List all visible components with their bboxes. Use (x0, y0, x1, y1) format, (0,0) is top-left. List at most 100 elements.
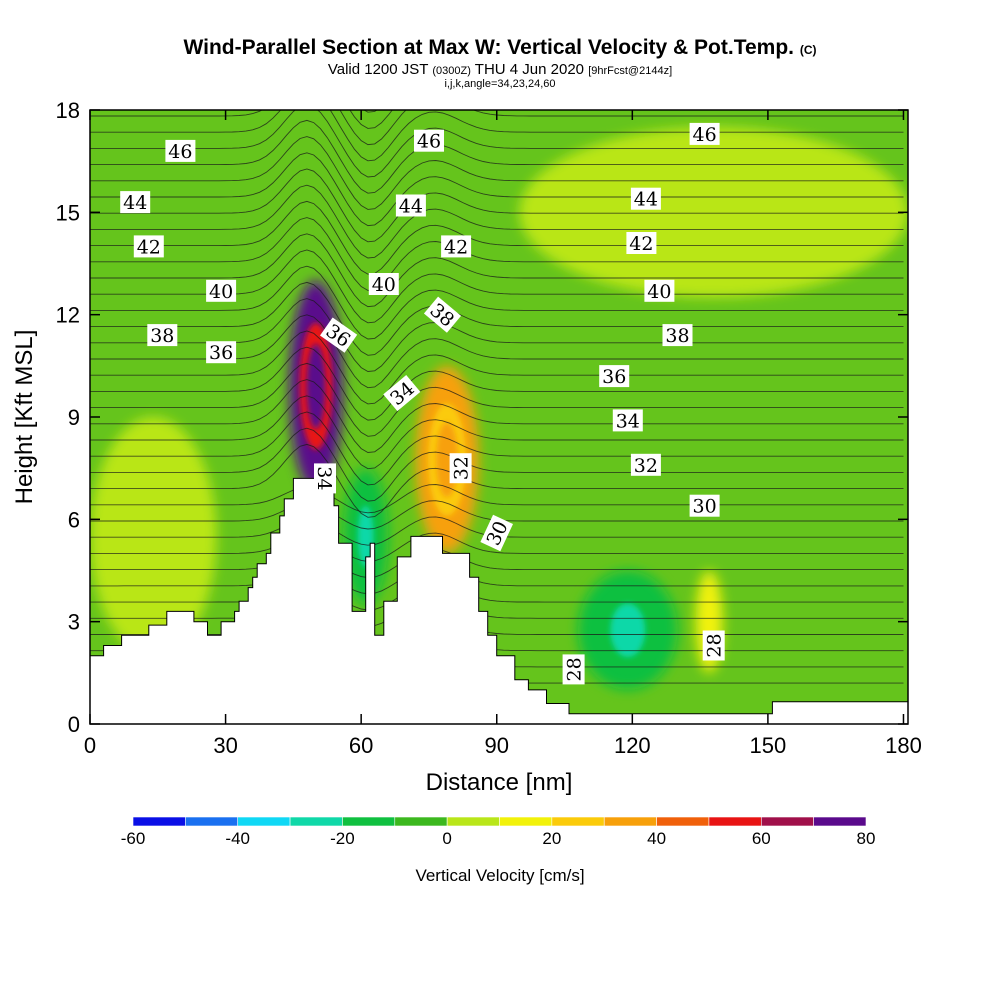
contour-label-text: 34 (313, 466, 335, 490)
colorbar-swatch (446, 816, 500, 827)
contour-label-text: 46 (417, 131, 441, 153)
contour-label-box (206, 341, 237, 364)
contour-label-44: 44 (630, 187, 661, 211)
theta-line (363, 110, 378, 113)
contour-label-box (630, 453, 661, 476)
colorbar-swatch (760, 816, 814, 827)
contour-label-text: 46 (168, 141, 192, 163)
theta-line (90, 184, 904, 259)
contour-label-box (383, 375, 421, 412)
x-tick-label: 120 (614, 733, 651, 758)
contour-label-text: 44 (399, 196, 423, 218)
contour-label-42: 42 (441, 235, 472, 258)
colorbar-label: 0 (442, 829, 451, 848)
colorbar-swatch (289, 816, 343, 827)
contour-label-text: 34 (616, 410, 640, 432)
contour-label-32: 32 (630, 453, 661, 477)
colorbar-swatch (237, 816, 291, 827)
y-tick-label: 3 (68, 610, 80, 635)
contour-label-34: 34 (313, 463, 336, 494)
field-valley-downdraft-core (610, 603, 646, 658)
contour-label-box (395, 194, 426, 217)
theta-line (90, 443, 904, 518)
contour-label-text: 36 (209, 342, 233, 364)
contour-label-box (165, 139, 196, 162)
contour-label-40: 40 (644, 279, 675, 303)
contour-label-box (133, 235, 164, 258)
colorbar-label: -60 (121, 829, 146, 848)
theta-line (90, 217, 904, 291)
contour-label-box (320, 317, 358, 353)
valid-utc: (0300Z) (432, 65, 471, 77)
x-tick-label: 0 (84, 733, 96, 758)
contour-label-box (702, 630, 725, 661)
contour-label-46: 46 (689, 122, 720, 146)
contour-label-38: 38 (147, 324, 178, 347)
colorbar-swatch (708, 816, 762, 827)
colorbar-swatch (342, 816, 396, 827)
contour-label-box (662, 324, 693, 347)
theta-line (90, 23, 904, 96)
contour-label-box (314, 463, 336, 494)
theta-line (90, 200, 904, 275)
title-mark: (C) (799, 43, 817, 57)
theta-line (90, 110, 904, 162)
contour-label-28: 28 (702, 630, 726, 661)
contour-label-text: 40 (209, 281, 233, 303)
contour-label-box (441, 235, 472, 258)
theta-line (90, 330, 904, 405)
theta-line (90, 395, 904, 470)
contour-label-text: 40 (647, 281, 671, 303)
y-tick-label: 9 (68, 405, 80, 430)
contour-label-box (449, 453, 472, 484)
contour-label-text: 32 (634, 455, 658, 477)
title-main: Wind-Parallel Section at Max W: Vertical… (183, 36, 794, 59)
theta-line (90, 411, 904, 486)
contour-label-text: 36 (602, 366, 626, 388)
field-left-lower-yellow (90, 417, 217, 656)
theta-line (90, 346, 904, 421)
y-tick-label: 15 (56, 200, 80, 225)
theta-line (90, 484, 904, 514)
contour-label-box (414, 129, 444, 152)
contour-label-40: 40 (206, 279, 237, 303)
x-tick-label: 90 (484, 733, 508, 758)
contour-label-box (480, 514, 514, 552)
contour-label-28: 28 (562, 654, 586, 685)
contour-label-30: 30 (689, 494, 720, 518)
colorbar-title: Vertical Velocity [cm/s] (415, 866, 584, 885)
contour-label-box (562, 654, 585, 685)
contour-label-box (120, 191, 151, 214)
terrain-mask (89, 477, 909, 725)
colorbar-swatch (132, 816, 186, 827)
contour-label-box (689, 122, 720, 145)
theta-line (90, 565, 904, 595)
theta-line (90, 581, 904, 611)
contour-label-text: 32 (451, 456, 473, 480)
contour-label-box (147, 324, 178, 347)
contour-label-box (599, 365, 630, 388)
y-tick-label: 18 (56, 98, 80, 123)
contour-label-box (689, 494, 720, 517)
colorbar-swatch (603, 816, 657, 827)
x-tick-label: 150 (750, 733, 787, 758)
colorbar-swatch (185, 816, 239, 827)
contour-label-36: 36 (599, 365, 630, 388)
colorbar-label: 60 (752, 829, 771, 848)
theta-line (90, 427, 904, 502)
chart-subtitle: Valid 1200 JST (0300Z) THU 4 Jun 2020 [9… (0, 62, 1000, 79)
field-upper-yellow-band (519, 127, 908, 298)
colorbar: -60 -40 -20 0 20 40 60 80 (121, 816, 875, 848)
contour-label-42: 42 (626, 232, 657, 255)
contour-label-38: 38 (662, 324, 693, 347)
contour-label-text: 44 (123, 192, 147, 214)
contour-label-44: 44 (395, 194, 426, 218)
theta-line (90, 152, 904, 227)
contour-label-46: 46 (165, 139, 196, 163)
theta-line (90, 265, 904, 340)
contour-label-46: 46 (414, 129, 444, 153)
colorbar-label: 40 (647, 829, 666, 848)
theta-line (90, 110, 904, 178)
